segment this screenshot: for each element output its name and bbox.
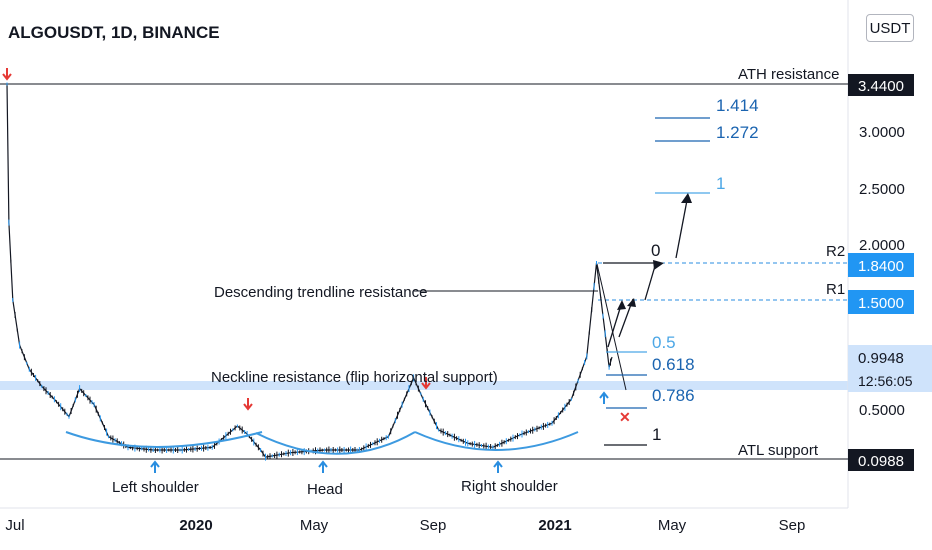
x-tick-label: Sep	[779, 517, 806, 534]
current-price-badge: 0.9948 12:56:05	[848, 345, 932, 392]
fib-1414-label: 1.414	[716, 96, 759, 115]
x-tick-label: May	[658, 517, 687, 534]
r2-label: R2	[826, 243, 845, 260]
arrowhead-1	[617, 300, 626, 310]
descending-trendline	[596, 263, 627, 391]
ath-price-badge: 3.4400	[848, 74, 914, 96]
invalidation-x-marker: ✕	[619, 409, 631, 425]
projection-path-3	[644, 265, 656, 301]
arrowhead-2	[627, 298, 636, 307]
red-down-arrow-marker	[421, 377, 431, 390]
svg-text:0.0988: 0.0988	[858, 453, 904, 470]
x-tick-label: Jul	[5, 517, 24, 534]
head-label: Head	[307, 481, 343, 498]
left-shoulder-label: Left shoulder	[112, 479, 199, 496]
fib-0-label: 0	[651, 241, 660, 260]
atl-price-badge: 0.0988	[848, 449, 914, 471]
arrowhead-3	[653, 260, 664, 270]
y-tick-label: 2.0000	[859, 237, 905, 254]
x-tick-label: May	[300, 517, 329, 534]
projection-arrowheads	[617, 193, 692, 310]
fib-1-upper-label: 1	[716, 174, 725, 193]
fib-0786-label: 0.786	[652, 386, 695, 405]
fib-05-label: 0.5	[652, 333, 676, 352]
x-tick-label: 2020	[179, 517, 212, 534]
r1-price-badge: 1.5000	[848, 290, 914, 314]
svg-text:3.4400: 3.4400	[858, 78, 904, 95]
chart-title: ALGOUSDT, 1D, BINANCE	[8, 23, 220, 42]
svg-text:1.5000: 1.5000	[858, 295, 904, 312]
x-tick-label: 2021	[538, 517, 571, 534]
svg-text:12:56:05: 12:56:05	[858, 373, 913, 389]
right-shoulder-label: Right shoulder	[461, 478, 558, 495]
arrowhead-4	[681, 193, 692, 203]
x-axis-ticks: Jul 2020 May Sep 2021 May Sep	[5, 517, 805, 534]
ath-resistance-label: ATH resistance	[738, 66, 839, 83]
blue-up-arrow-marker	[318, 460, 328, 473]
projection-arrows	[607, 194, 689, 348]
svg-text:1.8400: 1.8400	[858, 258, 904, 275]
x-tick-label: Sep	[420, 517, 447, 534]
r1-label: R1	[826, 281, 845, 298]
blue-up-arrow-marker	[150, 460, 160, 473]
blue-up-arrow-marker	[493, 460, 503, 473]
y-tick-label: 3.0000	[859, 124, 905, 141]
currency-toggle-button[interactable]: USDT	[866, 14, 914, 42]
y-tick-label: 0.5000	[859, 402, 905, 419]
price-line	[6, 83, 613, 458]
blue-up-arrow-marker	[599, 391, 609, 404]
trendline-label: Descending trendline resistance	[214, 284, 427, 301]
fib-0618-label: 0.618	[652, 355, 695, 374]
bottom-markers	[150, 391, 609, 473]
left-shoulder-arc	[65, 431, 263, 448]
top-markers	[2, 68, 431, 411]
fib-1272-label: 1.272	[716, 123, 759, 142]
r2-price-badge: 1.8400	[848, 253, 914, 277]
neckline-label: Neckline resistance (flip horizontal sup…	[211, 369, 498, 386]
price-candles	[6, 82, 611, 461]
red-down-arrow-marker	[2, 68, 12, 81]
y-tick-label: 2.5000	[859, 181, 905, 198]
fib-1-lower-label: 1	[652, 425, 661, 444]
right-shoulder-arc	[414, 431, 579, 451]
head-arc	[255, 431, 416, 455]
atl-support-label: ATL support	[738, 442, 819, 459]
svg-text:0.9948: 0.9948	[858, 350, 904, 367]
projection-path-4	[675, 194, 689, 259]
red-down-arrow-marker	[243, 398, 253, 411]
